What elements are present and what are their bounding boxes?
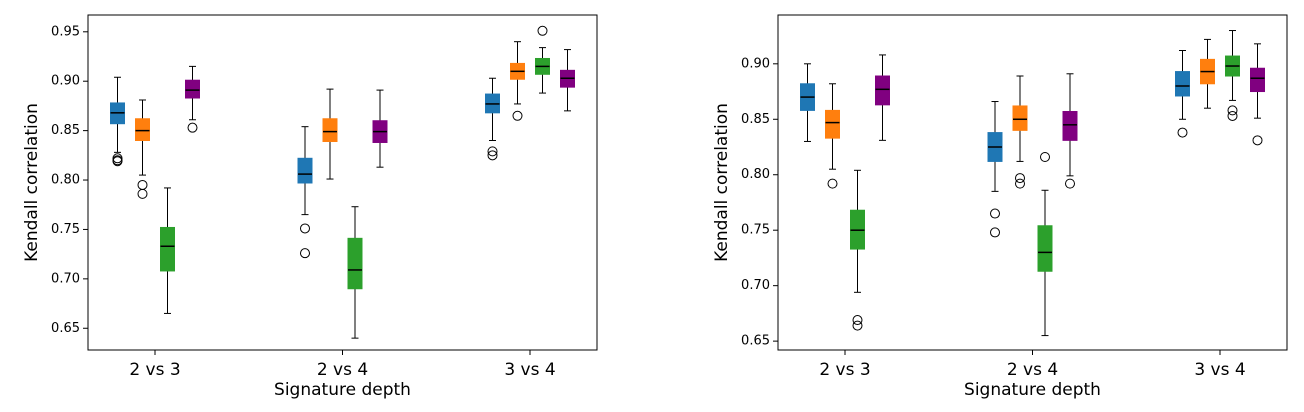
flier	[990, 227, 1000, 238]
chart: 0.65 0.70 0.75 0.80 0.85 0.90 0.95 2 vs 3 2 vs 4…	[22, 14, 598, 400]
box	[322, 118, 338, 142]
y-tick-label: 0.80	[741, 167, 770, 182]
y-tick-label: 0.90	[741, 56, 770, 71]
box	[135, 118, 150, 142]
x-axis-label: Signature depth	[274, 380, 411, 400]
flier	[852, 320, 863, 331]
y-tick-label: 0.90	[51, 74, 80, 89]
flier	[1015, 178, 1025, 189]
flier	[137, 188, 148, 199]
y-tick-label: 0.80	[51, 173, 80, 188]
box	[1012, 105, 1028, 131]
y-axis-label: Kendall correlation	[22, 103, 42, 262]
box	[825, 109, 840, 139]
flier	[137, 179, 148, 190]
flier	[1177, 127, 1188, 138]
plot-frame	[777, 14, 1288, 351]
box	[875, 75, 890, 106]
flier	[300, 223, 310, 234]
y-axis-label: Kendall correlation	[712, 103, 732, 262]
box	[1250, 67, 1265, 93]
y-tick-label: 0.75	[741, 223, 770, 238]
flier	[1252, 135, 1263, 146]
box	[1175, 71, 1190, 97]
flier	[990, 208, 1000, 219]
box	[1062, 111, 1078, 141]
flier	[487, 146, 498, 157]
flier	[112, 156, 123, 167]
flier	[300, 248, 310, 259]
x-tick-label: 2 vs 3	[819, 360, 870, 380]
plot-frame	[87, 14, 598, 351]
y-tick-label: 0.65	[741, 334, 770, 349]
y-tick-label: 0.95	[51, 24, 80, 39]
y-tick-label: 0.70	[741, 278, 770, 293]
flier	[1015, 173, 1025, 184]
x-tick-label: 2 vs 3	[129, 360, 180, 380]
y-tick-label: 0.65	[51, 321, 80, 336]
y-tick-label: 0.85	[741, 112, 770, 127]
box	[160, 226, 175, 272]
box	[297, 157, 313, 184]
x-tick-label: 3 vs 4	[1194, 360, 1245, 380]
flier	[512, 110, 523, 121]
flier	[1227, 110, 1238, 121]
x-tick-label: 2 vs 4	[1007, 360, 1058, 380]
y-tick-label: 0.70	[51, 271, 80, 286]
flier	[1065, 178, 1075, 189]
flier	[537, 25, 548, 36]
flier	[487, 150, 498, 161]
flier	[827, 178, 838, 189]
x-tick-label: 2 vs 4	[317, 360, 368, 380]
box	[1037, 225, 1053, 272]
flier	[1227, 105, 1238, 116]
box	[347, 237, 363, 290]
y-tick-label: 0.75	[51, 222, 80, 237]
box	[185, 79, 200, 99]
flier	[187, 122, 198, 133]
x-axis-label: Signature depth	[964, 380, 1101, 400]
flier	[1040, 151, 1050, 162]
flier	[852, 315, 863, 326]
y-tick-label: 0.85	[51, 123, 80, 138]
chart: 0.65 0.70 0.75 0.80 0.85 0.90 2 vs 3 2 vs 4 3 vs…	[712, 14, 1288, 400]
x-tick-label: 3 vs 4	[504, 360, 555, 380]
